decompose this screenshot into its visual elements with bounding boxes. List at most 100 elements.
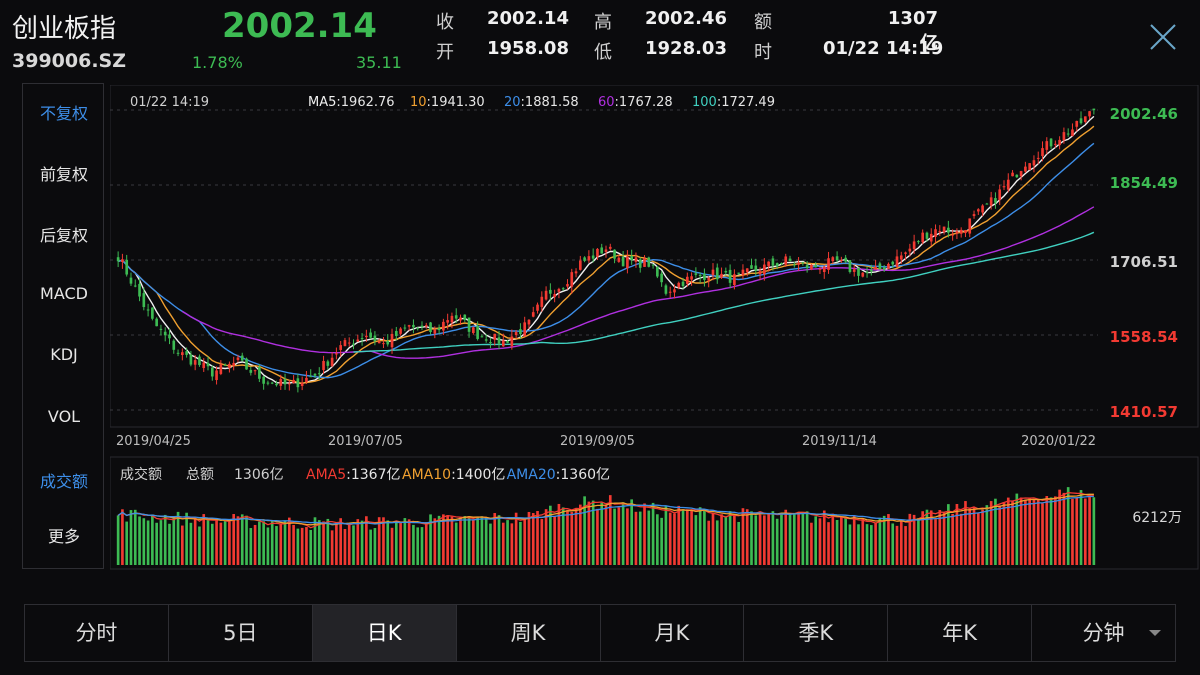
candle-body bbox=[651, 264, 655, 266]
volume-bar bbox=[116, 515, 120, 565]
candle-body bbox=[1045, 141, 1049, 150]
candle-body bbox=[407, 325, 411, 327]
x-tick-label-4: 2020/01/22 bbox=[1021, 434, 1096, 449]
tab-intraday[interactable]: 分时 bbox=[25, 605, 169, 661]
candle-body bbox=[613, 249, 616, 259]
tab-5day[interactable]: 5日 bbox=[169, 605, 313, 661]
candle-body bbox=[604, 249, 608, 252]
candle-body bbox=[121, 259, 124, 263]
candle-body bbox=[904, 252, 907, 254]
volume-bar bbox=[497, 515, 501, 565]
candle-body bbox=[656, 266, 659, 277]
volume-bar bbox=[895, 525, 899, 565]
candle-body bbox=[377, 341, 381, 344]
candle-body bbox=[467, 317, 471, 332]
candle-body bbox=[506, 341, 509, 343]
volume-bar bbox=[959, 513, 963, 565]
candle-body bbox=[557, 288, 561, 292]
volume-bar bbox=[878, 517, 882, 565]
volume-bar bbox=[369, 529, 372, 565]
tab-weekly-k[interactable]: 周K bbox=[457, 605, 601, 661]
sidebar-item-forward-adjusted[interactable]: 前复权 bbox=[39, 165, 88, 184]
sidebar-item-macd[interactable]: MACD bbox=[40, 284, 88, 303]
volume-bar bbox=[300, 527, 304, 565]
candle-body bbox=[822, 266, 826, 273]
tab-daily-k[interactable]: 日K bbox=[312, 605, 457, 661]
volume-bar bbox=[133, 509, 137, 565]
volume-bar bbox=[707, 520, 711, 565]
sidebar-item-more[interactable]: 更多 bbox=[47, 527, 80, 546]
sidebar-item-backward-adjusted[interactable]: 后复权 bbox=[39, 226, 88, 245]
volume-bar bbox=[523, 519, 527, 565]
volume-bar bbox=[848, 524, 852, 565]
volume-bar bbox=[249, 528, 253, 565]
candle-body bbox=[917, 241, 920, 243]
volume-bar bbox=[1015, 493, 1019, 565]
sidebar-item-turnover[interactable]: 成交额 bbox=[39, 472, 88, 491]
volume-bar bbox=[519, 521, 522, 565]
volume-bar bbox=[685, 509, 689, 565]
candle-body bbox=[660, 273, 663, 283]
candle-body bbox=[501, 340, 505, 347]
candle-body bbox=[951, 234, 954, 236]
quote-value-close: 2002.14 bbox=[487, 8, 569, 29]
tab-monthly-k[interactable]: 月K bbox=[601, 605, 745, 661]
volume-bar bbox=[514, 512, 518, 565]
close-icon[interactable] bbox=[1148, 22, 1178, 52]
candle-body bbox=[827, 258, 830, 270]
candle-body bbox=[745, 268, 749, 273]
candle-body bbox=[844, 257, 847, 262]
volume-bar bbox=[240, 514, 244, 565]
candle-body bbox=[681, 281, 685, 287]
candle-body bbox=[330, 357, 334, 366]
volume-bar bbox=[711, 513, 715, 565]
chart-grid bbox=[110, 85, 1199, 428]
volume-bar bbox=[270, 520, 274, 565]
candle-body bbox=[1015, 174, 1019, 178]
candle-body bbox=[668, 291, 672, 293]
volume-bar bbox=[463, 516, 467, 565]
volume-bar bbox=[1062, 492, 1066, 565]
volume-bar bbox=[570, 512, 574, 565]
candle-body bbox=[763, 264, 766, 275]
candle-body bbox=[998, 189, 1002, 200]
kline-chart[interactable]: 01/22 14:19 MA5:1962.76 10:1941.30 20:1881… bbox=[110, 85, 1200, 585]
sidebar-item-unadjusted[interactable]: 不复权 bbox=[39, 104, 88, 123]
volume-bar bbox=[767, 513, 770, 565]
sidebar-item-kdj[interactable]: KDJ bbox=[50, 345, 78, 364]
candle-body bbox=[1079, 118, 1083, 124]
candle-body bbox=[767, 261, 770, 267]
candle-body bbox=[942, 226, 946, 233]
candle-body bbox=[322, 360, 325, 371]
candle-body bbox=[262, 376, 265, 384]
candle-body bbox=[142, 293, 146, 308]
candle-body bbox=[390, 333, 394, 348]
candle-body bbox=[386, 341, 390, 345]
volume-bar bbox=[613, 508, 616, 565]
candle-body bbox=[617, 257, 621, 262]
volume-bar bbox=[279, 523, 283, 565]
volume-bar bbox=[1002, 502, 1006, 565]
candle-body bbox=[403, 327, 407, 329]
candle-body bbox=[540, 296, 544, 307]
candle-body bbox=[891, 261, 895, 265]
volume-bar bbox=[733, 514, 736, 565]
volume-bar bbox=[656, 514, 659, 565]
tab-minute[interactable]: 分钟 bbox=[1032, 605, 1175, 661]
volume-bar bbox=[703, 509, 706, 565]
tab-quarterly-k[interactable]: 季K bbox=[744, 605, 889, 661]
tab-yearly-k[interactable]: 年K bbox=[888, 605, 1033, 661]
volume-bar bbox=[347, 524, 351, 565]
candle-body bbox=[424, 325, 428, 327]
candle-body bbox=[1054, 143, 1057, 145]
sidebar-item-vol[interactable]: VOL bbox=[47, 407, 81, 426]
ma-line-100 bbox=[353, 231, 1095, 353]
candle-body bbox=[270, 382, 274, 384]
candle-body bbox=[908, 248, 912, 252]
candle-body bbox=[968, 218, 972, 234]
volume-bar bbox=[651, 502, 655, 565]
ama-legend-item: AMA10:1400亿 bbox=[402, 467, 505, 483]
volume-bar bbox=[668, 512, 672, 565]
volume-bar bbox=[698, 507, 702, 565]
volume-bar bbox=[493, 513, 497, 565]
